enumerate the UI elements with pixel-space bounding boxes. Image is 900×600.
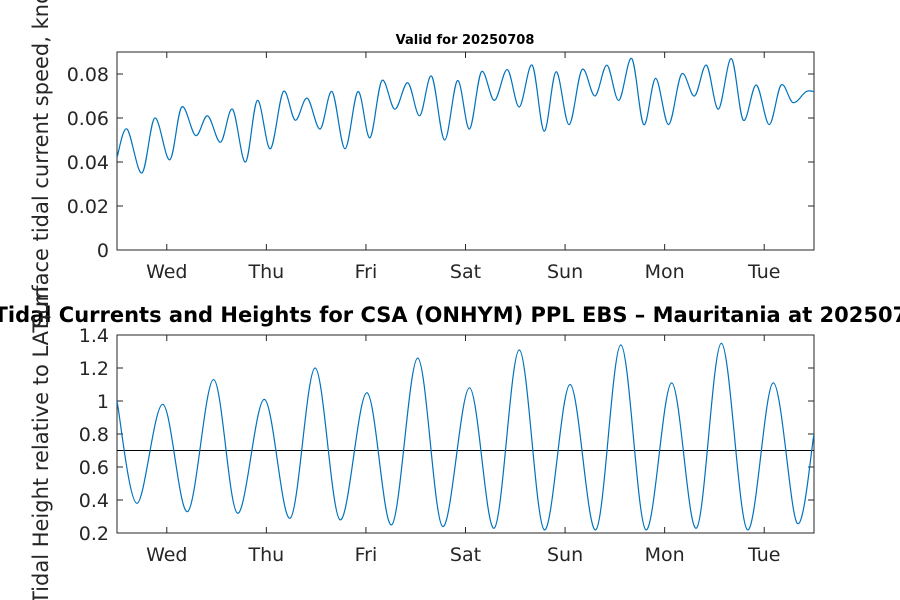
current-speed-ytick-label: 0.06 — [67, 108, 109, 130]
current-speed-xtick-label: Sat — [450, 261, 481, 283]
current-speed-ytick-label: 0.02 — [67, 196, 109, 218]
tidal-height-ytick-label: 0.8 — [79, 424, 109, 446]
tidal-height-xtick-label: Tue — [747, 544, 780, 566]
tidal-height-xtick-label: Wed — [146, 544, 187, 566]
tidal-height-ytick-label: 1 — [97, 391, 109, 413]
current-speed-xtick-label: Fri — [355, 261, 378, 283]
tidal-height-xtick-label: Fri — [355, 544, 378, 566]
tidal-height-ytick-label: 1.2 — [79, 358, 109, 380]
current-speed-xtick-label: Tue — [747, 261, 780, 283]
tidal-height-axes-box — [116, 334, 815, 534]
tidal-height-xtick-label: Sun — [547, 544, 583, 566]
current-speed-ytick-label: 0.08 — [67, 64, 109, 86]
current-speed-axes-box — [116, 51, 815, 251]
current-speed-xtick-label: Sun — [547, 261, 583, 283]
tidal-height-ytick-label: 1.4 — [79, 325, 109, 347]
tidal-height-xtick-label: Mon — [645, 544, 685, 566]
tidal-height-ytick-label: 0.6 — [79, 457, 109, 479]
tidal-height-ytick-label: 0.2 — [79, 523, 109, 545]
tidal-height-xtick-label: Sat — [450, 544, 481, 566]
tidal-height-ytick-label: 0.4 — [79, 490, 109, 512]
tidal-height-ylabel: Tidal Height relative to LAT, m — [29, 286, 53, 600]
current-speed-xtick-label: Thu — [248, 261, 285, 283]
tidal-height-xtick-label: Thu — [248, 544, 285, 566]
current-speed-ylabel: Surface tidal current speed, knots — [29, 0, 53, 328]
current-speed-xtick-label: Wed — [146, 261, 187, 283]
current-speed-panel-title: Valid for 20250708 — [396, 33, 535, 48]
chart-main-title: Tidal Currents and Heights for CSA (ONHY… — [0, 303, 900, 327]
current-speed-panel: Valid for 20250708 0 0.02 0.04 0.06 0.08 Wed T… — [67, 33, 815, 283]
current-speed-xtick-label: Mon — [645, 261, 685, 283]
current-speed-series-line — [117, 57, 814, 174]
tidal-height-panel: Tidal Currents and Heights for CSA (ONHY… — [0, 303, 900, 566]
current-speed-ytick-label: 0 — [97, 240, 109, 262]
current-speed-ytick-label: 0.04 — [67, 152, 109, 174]
tidal-height-series-line — [117, 342, 814, 531]
